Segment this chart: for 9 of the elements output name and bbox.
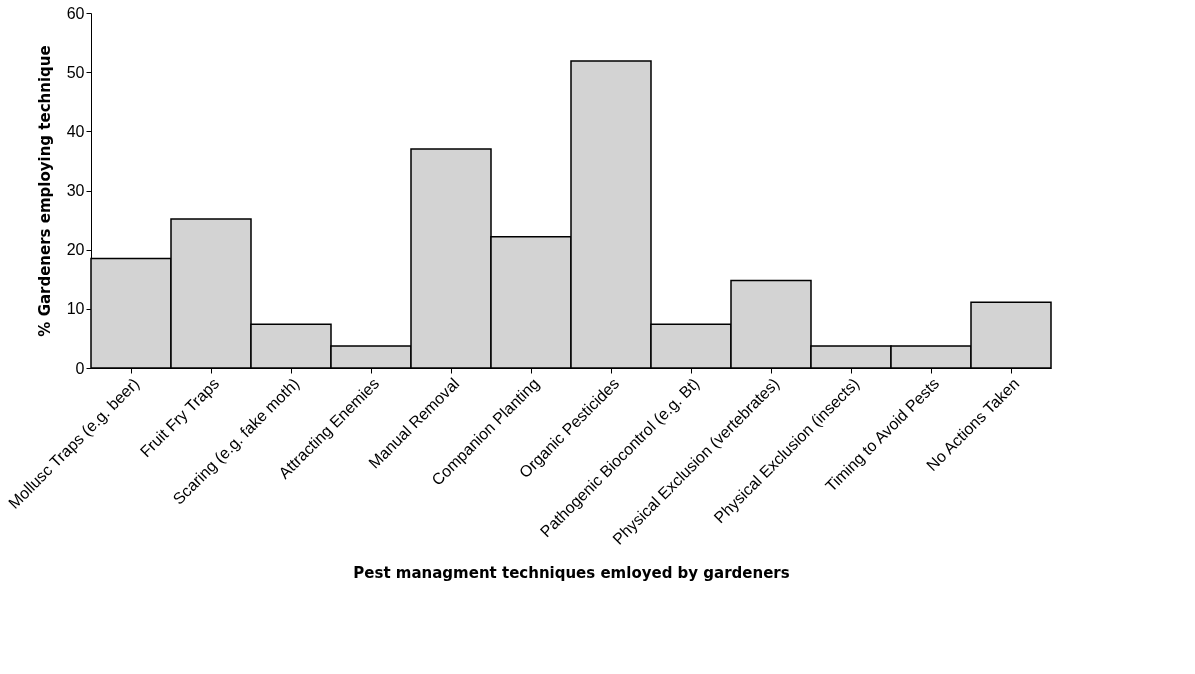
y-tick-label: 60 (66, 4, 85, 22)
y-tick-label: 20 (66, 241, 85, 259)
y-tick-label: 40 (66, 122, 85, 140)
y-axis-title: % Gardeners employing technique (35, 45, 54, 337)
y-tick-label: 10 (66, 300, 85, 318)
y-tick-label: 50 (66, 63, 85, 81)
x-axis-title: Pest managment techniques emloyed by gardeners (353, 563, 790, 582)
y-tick-label: 0 (75, 359, 85, 377)
y-tick-label: 30 (66, 182, 85, 199)
